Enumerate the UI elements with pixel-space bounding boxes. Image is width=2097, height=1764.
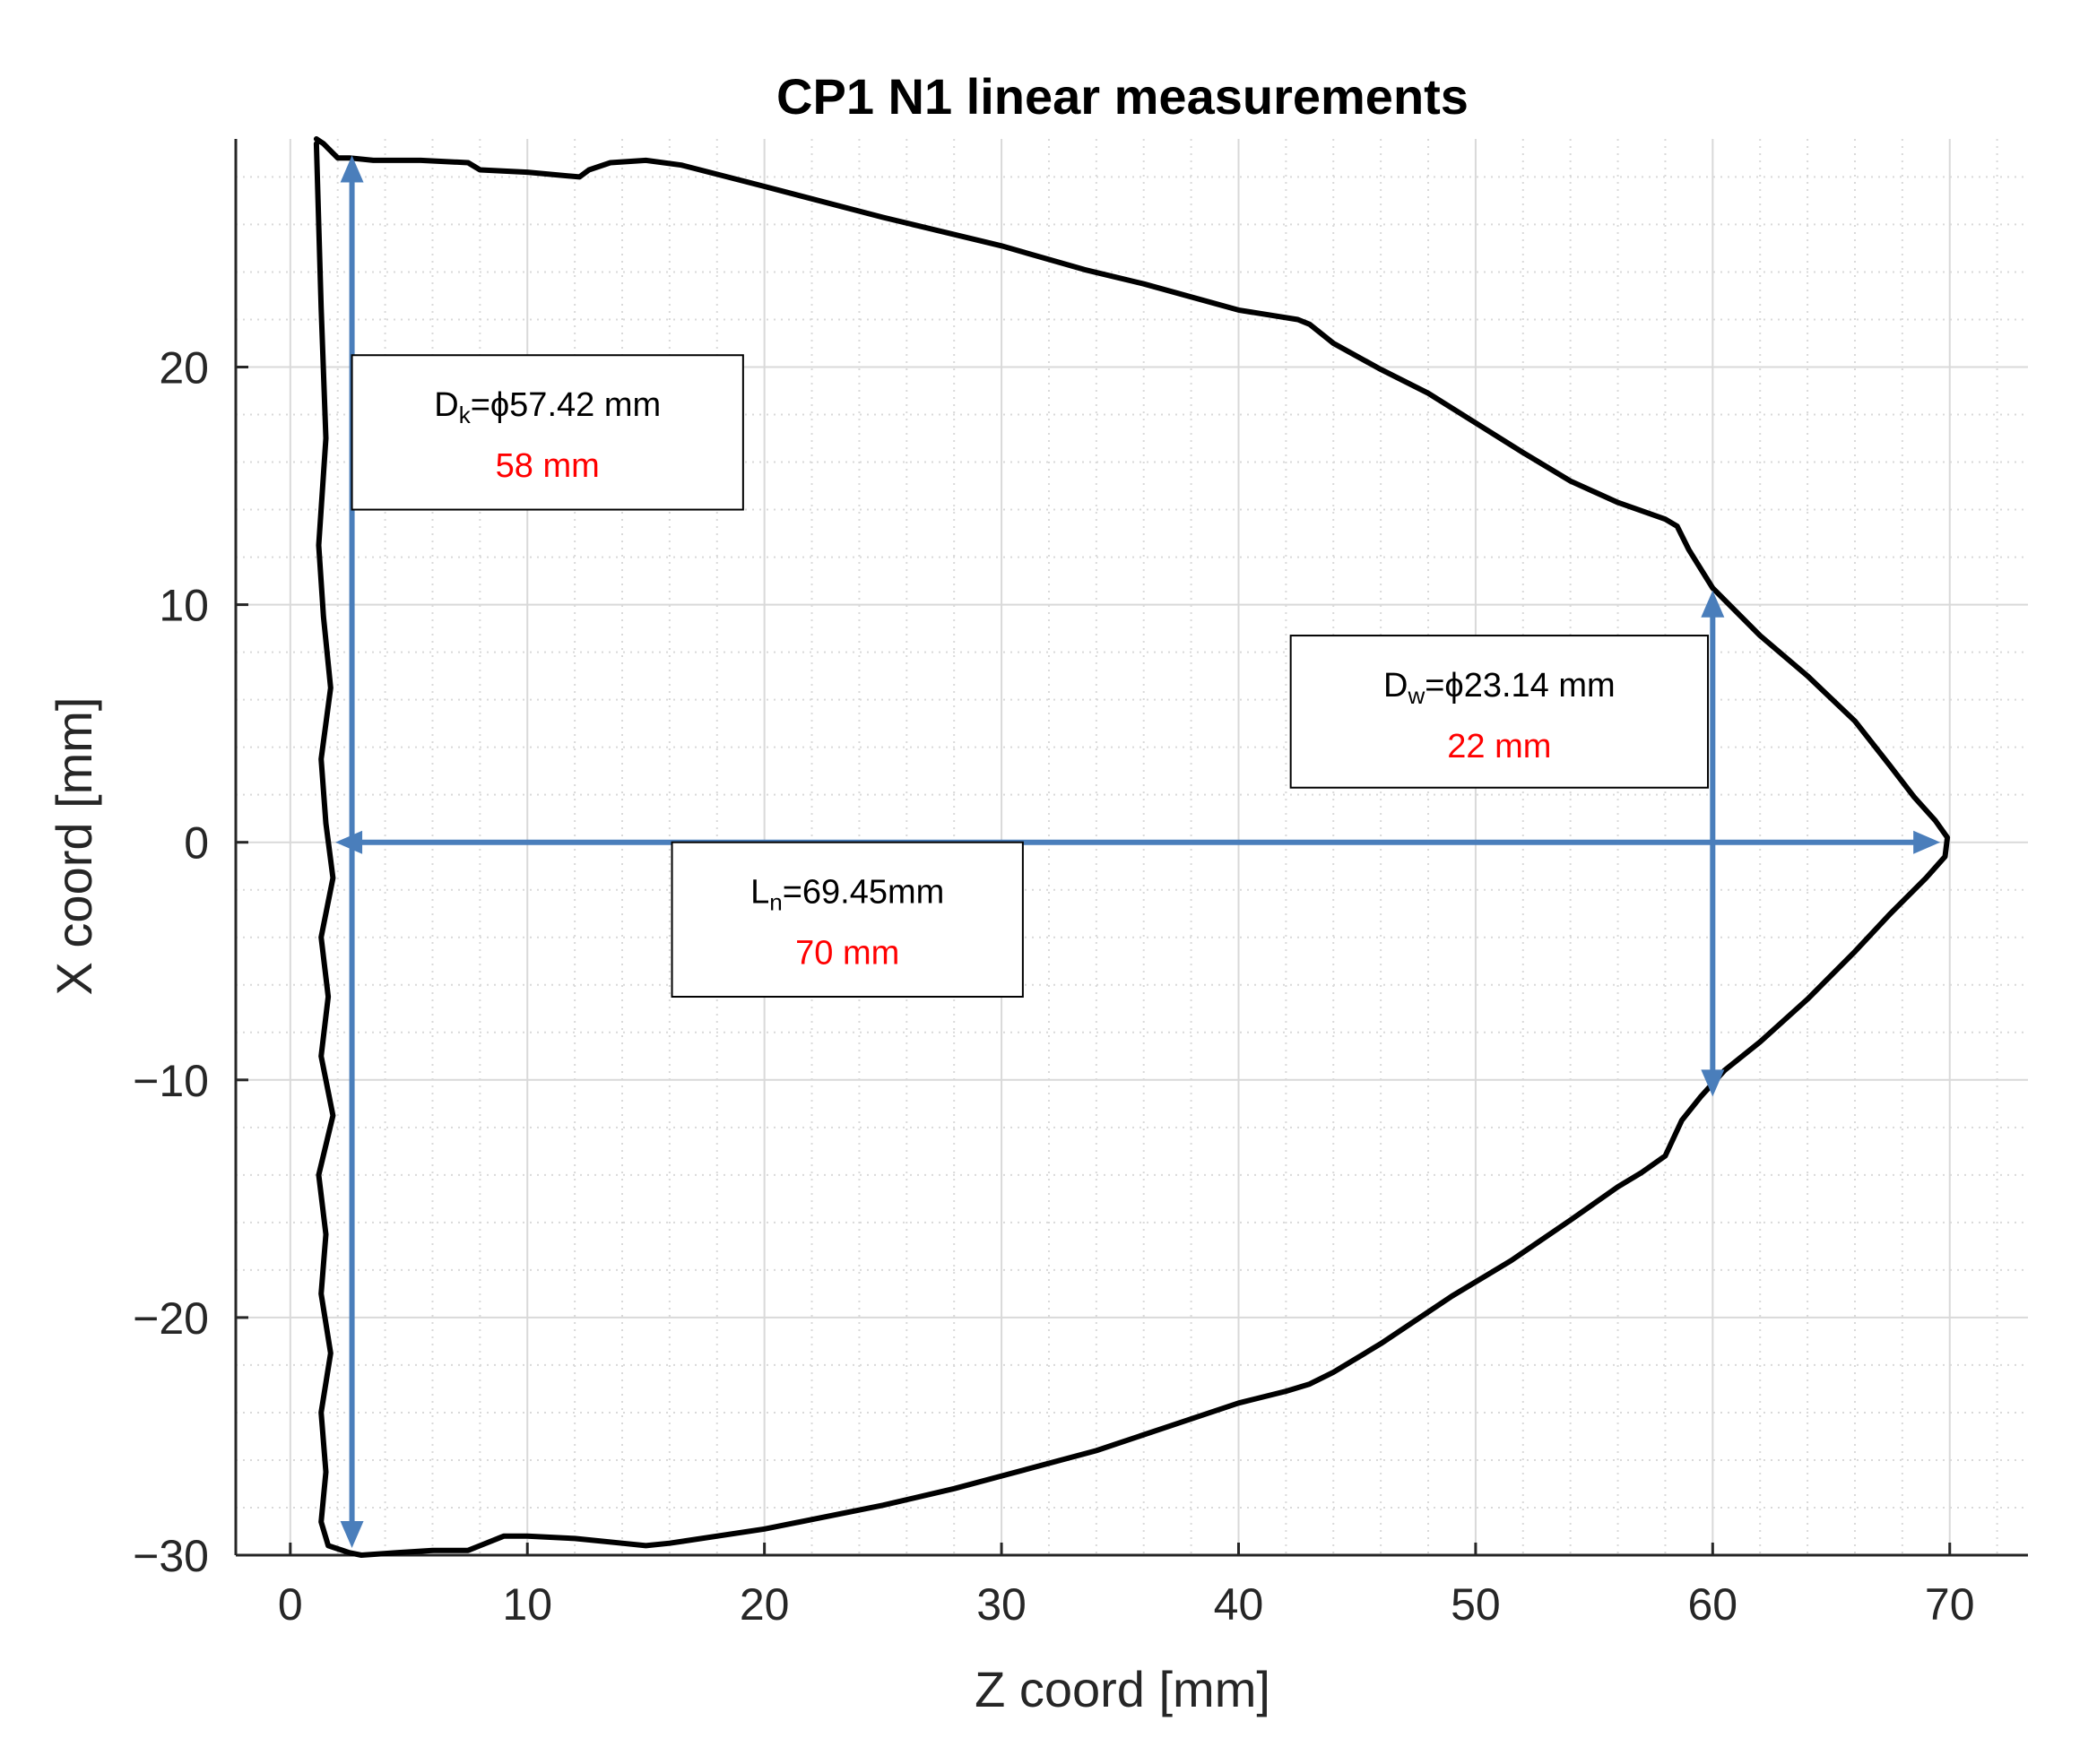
waist-diameter-arrow-head-end xyxy=(1701,1069,1725,1097)
outline-series-line xyxy=(313,136,1951,1558)
knee-diameter-arrow-head-end xyxy=(340,1521,364,1549)
y-tick-label: 0 xyxy=(184,818,209,869)
axes xyxy=(234,139,2028,1557)
series-group xyxy=(313,136,1951,1558)
nose-length-arrow-head-end xyxy=(1913,830,1941,854)
knee-diameter-label-box xyxy=(351,354,744,511)
nose-length-arrow-head-start xyxy=(335,830,363,854)
x-tick-label: 30 xyxy=(976,1579,1027,1630)
y-tick-label: 10 xyxy=(159,581,209,631)
y-tick-label: 20 xyxy=(159,342,209,393)
x-axis-label: Z coord [mm] xyxy=(975,1661,1270,1717)
x-tick-label: 60 xyxy=(1688,1579,1738,1630)
waist-diameter-value: 22 mm xyxy=(1447,728,1551,765)
y-axis-label: X coord [mm] xyxy=(46,697,102,996)
x-tick-label: 10 xyxy=(502,1579,552,1630)
x-tick-label: 40 xyxy=(1214,1579,1264,1630)
knee-diameter-value: 58 mm xyxy=(496,447,600,485)
y-tick-label: −30 xyxy=(133,1531,209,1581)
y-tick-label: −20 xyxy=(133,1293,209,1344)
waist-diameter-arrow-head-start xyxy=(1701,590,1725,618)
knee-diameter-label: Dk=ϕ57.42 mm xyxy=(434,386,661,428)
chart-title: CP1 N1 linear measurements xyxy=(776,68,1469,125)
minor-grid xyxy=(236,139,2028,1555)
annotations-group: Dk=ϕ57.42 mm 58 mm Dw=ϕ23.14 mm 22 mm Ln=69.… xyxy=(335,155,1941,1549)
x-tick-label: 70 xyxy=(1925,1579,1975,1630)
y-ticks: −30 −20 −10 0 10 20 xyxy=(133,342,248,1581)
waist-diameter-label-box xyxy=(1289,635,1710,789)
knee-diameter-arrow-head-start xyxy=(340,155,364,183)
y-tick-label: −10 xyxy=(133,1056,209,1106)
x-tick-label: 0 xyxy=(278,1579,303,1630)
waist-diameter-label: Dw=ϕ23.14 mm xyxy=(1383,667,1616,709)
x-tick-label: 20 xyxy=(740,1579,790,1630)
x-tick-label: 50 xyxy=(1451,1579,1501,1630)
nose-length-label: Ln=69.45mm xyxy=(750,874,944,916)
nose-length-value: 70 mm xyxy=(795,935,899,973)
nose-length-label-box xyxy=(671,841,1024,999)
x-ticks: 0 10 20 30 40 50 60 70 xyxy=(278,1543,1975,1630)
